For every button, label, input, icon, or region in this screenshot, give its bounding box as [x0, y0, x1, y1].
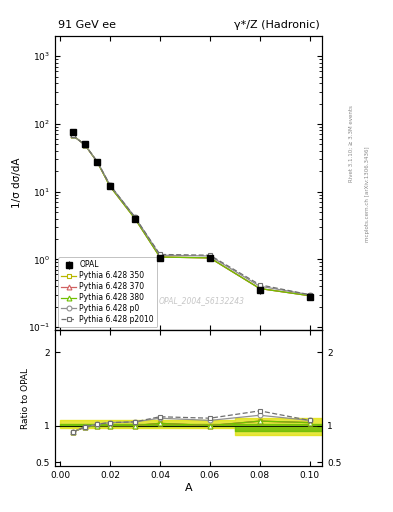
Pythia 6.428 370 — [70, 132, 75, 138]
X-axis label: A: A — [185, 482, 193, 493]
Pythia 6.428 380 — [208, 255, 212, 261]
Pythia 6.428 380 — [158, 254, 162, 260]
Pythia 6.428 p2010 — [108, 182, 112, 188]
Pythia 6.428 380 — [132, 216, 137, 222]
Pythia 6.428 380 — [83, 142, 87, 148]
Pythia 6.428 380 — [307, 293, 312, 299]
Pythia 6.428 p2010 — [257, 282, 262, 288]
Pythia 6.428 350 — [95, 159, 100, 165]
Legend: OPAL, Pythia 6.428 350, Pythia 6.428 370, Pythia 6.428 380, Pythia 6.428 p0, Pyt: OPAL, Pythia 6.428 350, Pythia 6.428 370… — [58, 258, 157, 327]
Text: mcplots.cern.ch [arXiv:1306.3436]: mcplots.cern.ch [arXiv:1306.3436] — [365, 147, 370, 242]
Pythia 6.428 p0 — [83, 142, 87, 148]
Text: γ*/Z (Hadronic): γ*/Z (Hadronic) — [234, 20, 320, 30]
Text: Rivet 3.1.10; ≥ 3.3M events: Rivet 3.1.10; ≥ 3.3M events — [349, 105, 354, 182]
Pythia 6.428 370 — [108, 183, 112, 189]
Pythia 6.428 p0 — [108, 182, 112, 188]
Pythia 6.428 370 — [307, 293, 312, 299]
Pythia 6.428 350 — [307, 293, 312, 299]
Pythia 6.428 p2010 — [95, 159, 100, 165]
Pythia 6.428 p2010 — [70, 132, 75, 138]
Pythia 6.428 p0 — [95, 159, 100, 165]
Line: Pythia 6.428 p0: Pythia 6.428 p0 — [70, 133, 312, 297]
Pythia 6.428 p2010 — [307, 292, 312, 298]
Pythia 6.428 370 — [208, 255, 212, 261]
Pythia 6.428 350 — [83, 142, 87, 148]
Pythia 6.428 350 — [132, 216, 137, 222]
Pythia 6.428 p0 — [208, 253, 212, 259]
Pythia 6.428 350 — [158, 254, 162, 260]
Pythia 6.428 p2010 — [83, 142, 87, 148]
Pythia 6.428 370 — [158, 254, 162, 260]
Text: 91 GeV ee: 91 GeV ee — [58, 20, 116, 30]
Line: Pythia 6.428 370: Pythia 6.428 370 — [70, 133, 312, 298]
Pythia 6.428 p2010 — [132, 214, 137, 220]
Y-axis label: Ratio to OPAL: Ratio to OPAL — [21, 368, 30, 429]
Pythia 6.428 350 — [257, 286, 262, 292]
Pythia 6.428 350 — [70, 132, 75, 138]
Pythia 6.428 370 — [257, 286, 262, 292]
Pythia 6.428 380 — [95, 159, 100, 165]
Pythia 6.428 p0 — [158, 252, 162, 258]
Pythia 6.428 p0 — [70, 132, 75, 138]
Line: Pythia 6.428 p2010: Pythia 6.428 p2010 — [70, 133, 312, 297]
Pythia 6.428 380 — [108, 183, 112, 189]
Text: OPAL_2004_S6132243: OPAL_2004_S6132243 — [159, 296, 245, 305]
Pythia 6.428 p0 — [307, 292, 312, 298]
Line: Pythia 6.428 350: Pythia 6.428 350 — [70, 133, 312, 298]
Pythia 6.428 380 — [70, 132, 75, 138]
Y-axis label: 1/σ dσ/dA: 1/σ dσ/dA — [12, 158, 22, 208]
Pythia 6.428 370 — [95, 159, 100, 165]
Pythia 6.428 p0 — [132, 214, 137, 220]
Pythia 6.428 p2010 — [208, 252, 212, 258]
Pythia 6.428 370 — [132, 216, 137, 222]
Pythia 6.428 p0 — [257, 283, 262, 289]
Pythia 6.428 350 — [108, 183, 112, 189]
Pythia 6.428 380 — [257, 286, 262, 292]
Line: Pythia 6.428 380: Pythia 6.428 380 — [70, 133, 312, 298]
Pythia 6.428 370 — [83, 142, 87, 148]
Pythia 6.428 p2010 — [158, 251, 162, 258]
Pythia 6.428 350 — [208, 255, 212, 261]
